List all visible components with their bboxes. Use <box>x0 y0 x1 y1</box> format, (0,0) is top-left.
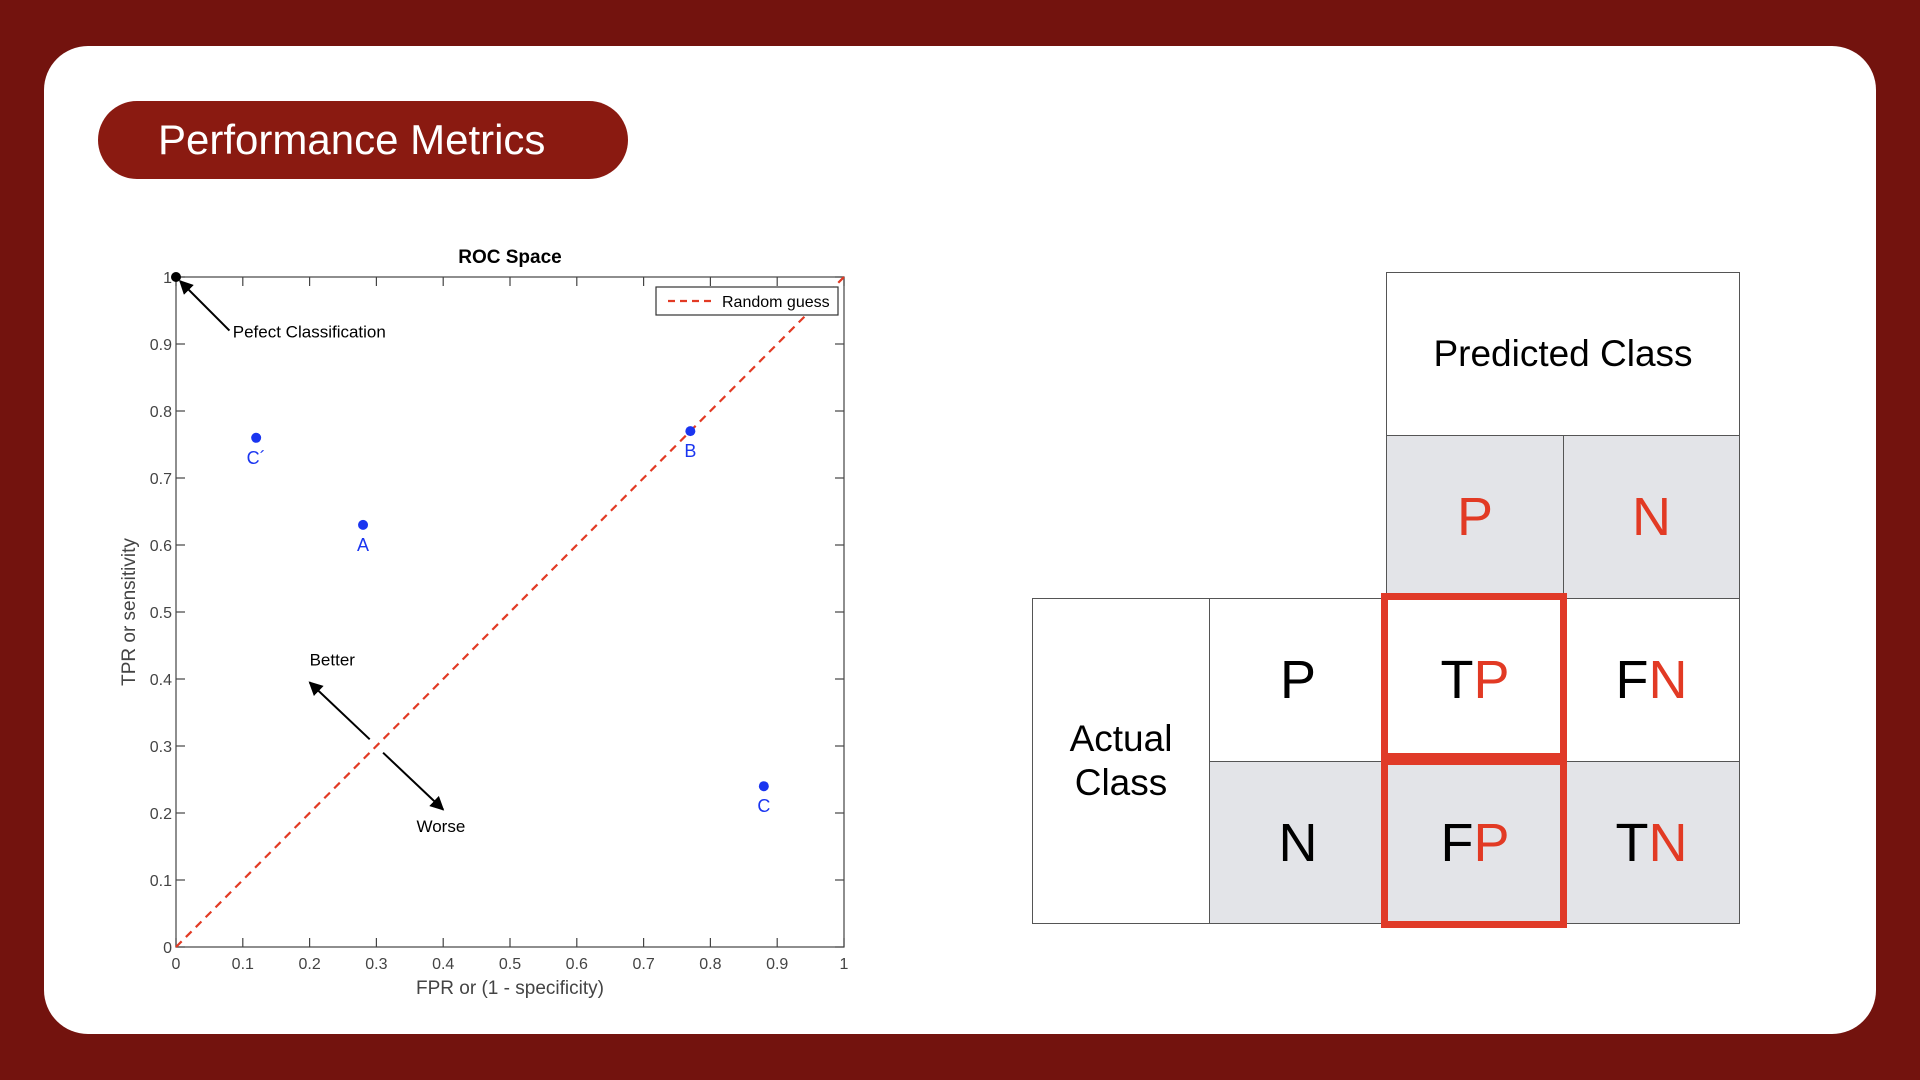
x-tick-label: 0.3 <box>365 956 387 973</box>
x-tick-label: 0.8 <box>699 956 721 973</box>
predicted-class-header: Predicted Class <box>1386 272 1740 436</box>
perfect-arrow <box>179 280 231 332</box>
data-point <box>358 519 369 530</box>
chart-title: ROC Space <box>458 247 561 268</box>
y-axis-label: TPR or sensitivity <box>119 538 140 686</box>
x-tick-label: 0.1 <box>232 956 254 973</box>
x-tick-label: 0.5 <box>499 956 521 973</box>
y-tick-label: 0.9 <box>150 337 172 354</box>
actual-label-p: P <box>1209 598 1387 762</box>
cell-tp-second: P <box>1473 650 1510 710</box>
roc-chart: ROC Space 0 0.1 0.2 0.3 0.4 0.5 0.6 0.7 0.8 0.9 1 0 0… <box>119 247 849 999</box>
point-label: A <box>357 535 369 555</box>
data-point <box>758 781 769 792</box>
x-tick-label: 0.9 <box>766 956 788 973</box>
point-label: C´ <box>247 448 266 468</box>
cell-tn-second: N <box>1648 812 1688 873</box>
x-tick-label: 1 <box>840 956 849 973</box>
y-tick-label: 0.6 <box>150 538 172 555</box>
cell-fn-first: F <box>1615 650 1649 710</box>
point-label: B <box>684 441 696 461</box>
y-tick-label: 0.2 <box>150 806 172 823</box>
cell-fn-second: N <box>1648 650 1688 710</box>
y-tick-label: 0.3 <box>150 739 172 756</box>
worse-arrow <box>382 751 445 811</box>
y-tick-label: 0.8 <box>150 404 172 421</box>
actual-class-header: Actual Class <box>1032 598 1210 924</box>
cell-fp-first: F <box>1440 812 1474 873</box>
x-tick-label: 0.7 <box>632 956 654 973</box>
cell-fp-second: P <box>1473 812 1510 873</box>
predicted-label-n: N <box>1563 435 1740 599</box>
worse-annotation: Worse <box>416 817 465 836</box>
x-tick-label: 0 <box>172 956 181 973</box>
fp-highlight-box <box>1381 758 1567 928</box>
legend-label: Random guess <box>722 294 830 311</box>
y-tick-label: 1 <box>163 270 172 287</box>
x-tick-label: 0.2 <box>298 956 320 973</box>
y-tick-label: 0.4 <box>150 672 172 689</box>
cell-tn-first: T <box>1615 812 1649 873</box>
x-axis-label: FPR or (1 - specificity) <box>416 978 604 999</box>
better-arrow <box>308 681 371 741</box>
actual-label-n: N <box>1209 761 1387 924</box>
cell-tp-first: T <box>1440 650 1474 710</box>
tp-highlight-box <box>1381 593 1567 760</box>
data-point <box>685 426 696 437</box>
point-label: C <box>757 796 770 816</box>
random-guess-line <box>175 276 845 948</box>
y-tick-label: 0.5 <box>150 605 172 622</box>
y-tick-label: 0.7 <box>150 471 172 488</box>
y-tick-label: 0.1 <box>150 873 172 890</box>
x-tick-label: 0.6 <box>566 956 588 973</box>
predicted-label-p: P <box>1386 435 1564 599</box>
perfect-point <box>171 272 181 282</box>
y-tick-label: 0 <box>163 940 172 957</box>
better-annotation: Better <box>310 651 356 670</box>
x-tick-label: 0.4 <box>432 956 454 973</box>
perfect-annotation: Pefect Classification <box>233 323 386 342</box>
slide-title: Performance Metrics <box>98 101 628 179</box>
data-point <box>251 432 262 443</box>
